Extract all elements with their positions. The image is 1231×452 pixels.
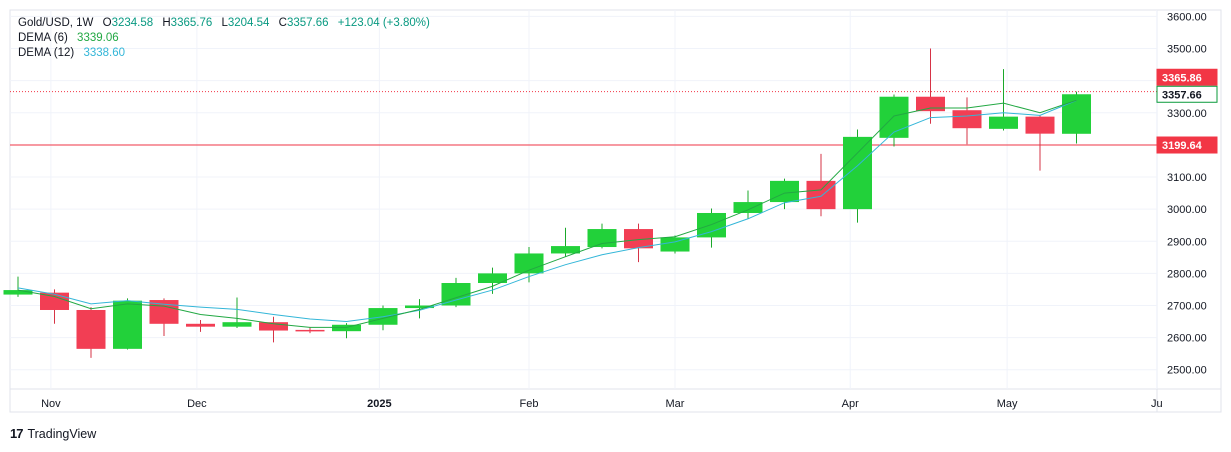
close-label: C	[278, 17, 287, 29]
price-tick-label: 3300.00	[1167, 108, 1207, 120]
price-tag	[1156, 136, 1218, 154]
high-label: H	[162, 17, 171, 29]
tradingview-logo-icon: 17	[10, 426, 24, 441]
price-tick-label: 3100.00	[1167, 172, 1207, 184]
open-value: 3234.58	[111, 17, 154, 29]
candle-up[interactable]	[1062, 94, 1091, 134]
dema6-label: DEMA (6)	[18, 32, 68, 44]
low-label: L	[221, 17, 228, 29]
candle-up[interactable]	[514, 253, 544, 274]
dema12-value: 3338.60	[83, 47, 126, 59]
price-tick-label: 3600.00	[1167, 11, 1207, 23]
candle-up[interactable]	[405, 305, 434, 309]
time-tick-label: Ju	[1151, 398, 1163, 410]
close-value: 3357.66	[286, 17, 329, 29]
candle-down[interactable]	[952, 110, 982, 129]
price-tick-label: 2500.00	[1167, 365, 1207, 377]
price-tag	[1156, 68, 1218, 86]
candle-down[interactable]	[259, 322, 288, 331]
candle-up[interactable]	[113, 300, 142, 349]
price-tick-label: 2600.00	[1167, 333, 1207, 345]
open-label: O	[102, 17, 112, 29]
candle-up[interactable]	[733, 202, 763, 213]
symbol-label[interactable]: Gold/USD, 1W	[18, 17, 94, 29]
candle-down[interactable]	[295, 329, 325, 332]
dema6-value: 3339.06	[77, 32, 119, 44]
price-tick-label: 3000.00	[1167, 204, 1207, 216]
time-tick-label: Nov	[41, 398, 61, 410]
tradingview-brand[interactable]: 17 TradingView	[10, 426, 96, 441]
price-tag	[1156, 85, 1218, 103]
candle-down[interactable]	[76, 309, 106, 349]
candle-up[interactable]	[222, 322, 252, 327]
candle-up[interactable]	[332, 324, 361, 332]
candle-up[interactable]	[879, 96, 909, 138]
low-value: 3204.54	[227, 17, 270, 29]
price-tick-label: 2700.00	[1167, 300, 1207, 312]
candle-down[interactable]	[806, 180, 836, 210]
price-tag-label: 3365.86	[1162, 72, 1202, 84]
candle-up[interactable]	[697, 212, 726, 238]
candle-up[interactable]	[3, 290, 33, 295]
time-tick-label: Feb	[520, 398, 539, 410]
candle-down[interactable]	[624, 229, 653, 249]
candle-up[interactable]	[587, 229, 617, 248]
price-tick-label: 2900.00	[1167, 236, 1207, 248]
time-tick-label: 2025	[367, 398, 391, 410]
dema6-row[interactable]: DEMA (6) 3339.06	[18, 31, 430, 46]
candle-down[interactable]	[186, 323, 215, 327]
time-tick-label: Dec	[187, 398, 207, 410]
ohlc-row: Gold/USD, 1W O3234.58 H3365.76 L3204.54 …	[18, 16, 430, 31]
price-tick-label: 2800.00	[1167, 268, 1207, 280]
candle-up[interactable]	[551, 246, 580, 254]
candle-up[interactable]	[478, 273, 507, 284]
candle-down[interactable]	[916, 96, 945, 112]
high-value: 3365.76	[170, 17, 213, 29]
candle-up[interactable]	[989, 116, 1018, 129]
candle-up[interactable]	[770, 180, 799, 203]
dema12-row[interactable]: DEMA (12) 3338.60	[18, 46, 430, 61]
candle-up[interactable]	[843, 136, 872, 210]
dema12-line[interactable]	[17, 99, 1077, 323]
time-tick-label: Mar	[666, 398, 685, 410]
candle-up[interactable]	[660, 237, 690, 252]
price-tag-label: 3357.66	[1162, 89, 1202, 101]
chart-legend: Gold/USD, 1W O3234.58 H3365.76 L3204.54 …	[18, 16, 430, 61]
price-tick-label: 3500.00	[1167, 44, 1207, 56]
change-value: +123.04 (+3.80%)	[337, 17, 430, 29]
time-tick-label: May	[997, 398, 1018, 410]
dema6-line[interactable]	[17, 99, 1077, 328]
candle-down[interactable]	[40, 292, 69, 310]
chart-frame	[9, 9, 1222, 413]
dema12-label: DEMA (12)	[18, 47, 75, 59]
time-tick-label: Apr	[842, 398, 859, 410]
candle-down[interactable]	[1025, 116, 1055, 134]
brand-name: TradingView	[27, 426, 97, 441]
price-tag-label: 3199.64	[1162, 140, 1203, 152]
